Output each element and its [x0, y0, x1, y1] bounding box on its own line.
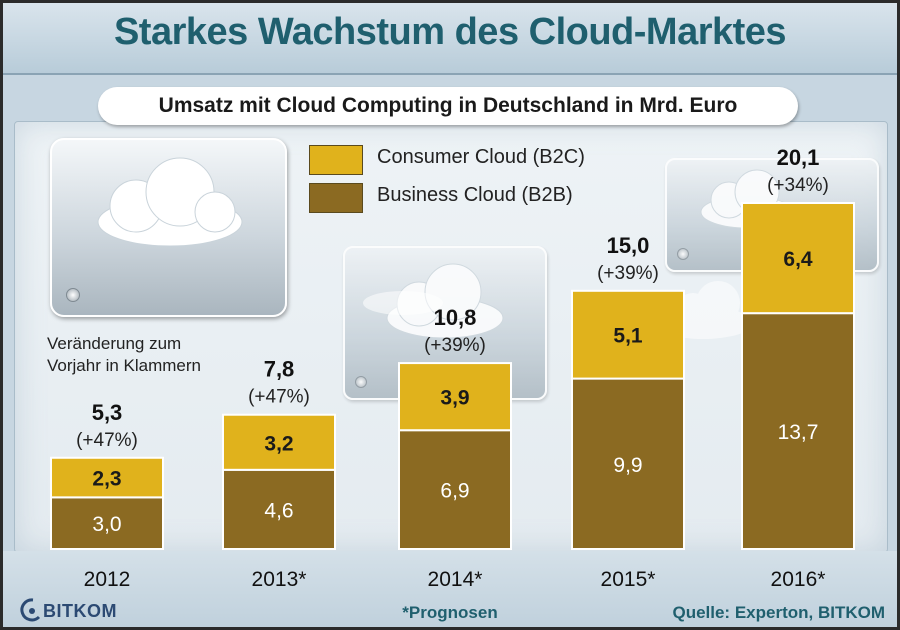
title-band: Starkes Wachstum des Cloud-Marktes — [3, 3, 897, 75]
legend-swatch-consumer — [309, 145, 363, 175]
chart-subtitle: Umsatz mit Cloud Computing in Deutschlan… — [158, 94, 738, 117]
data-label-business: 4,6 — [264, 499, 293, 522]
bar-segment-business — [741, 312, 855, 550]
x-tick-label: 2012 — [84, 568, 131, 591]
bar-segment-consumer — [571, 289, 685, 380]
data-label-consumer: 3,9 — [440, 387, 469, 410]
legend-item-business: Business Cloud (B2B) — [309, 183, 629, 213]
bar-segment-consumer — [222, 413, 336, 471]
legend-item-consumer: Consumer Cloud (B2C) — [309, 145, 629, 175]
total-label: 10,8 — [434, 305, 477, 330]
data-label-business: 9,9 — [613, 454, 642, 477]
data-label-business: 13,7 — [778, 421, 819, 444]
change-label: (+34%) — [767, 175, 829, 196]
data-label-consumer: 3,2 — [264, 432, 293, 455]
x-tick-label: 2014* — [428, 568, 483, 591]
change-note: Veränderung zum Vorjahr in Klammern — [47, 333, 201, 377]
tile-dot-icon — [677, 248, 689, 260]
legend-label-business: Business Cloud (B2B) — [377, 184, 573, 206]
bar-segment-business — [222, 468, 336, 550]
subtitle-box: Umsatz mit Cloud Computing in Deutschlan… — [98, 87, 798, 125]
bar-segment-consumer — [50, 456, 164, 499]
x-axis-band — [3, 551, 897, 627]
data-label-consumer: 5,1 — [613, 325, 643, 348]
change-label: (+39%) — [597, 263, 659, 284]
legend-swatch-business — [309, 183, 363, 213]
x-tick-label: 2015* — [601, 568, 656, 591]
bitkom-logo-mark-icon — [20, 598, 41, 622]
cloud-tile-icon — [50, 138, 287, 317]
bar-segment-consumer — [398, 362, 512, 432]
x-tick-label: 2016* — [771, 568, 826, 591]
bar-segment-business — [571, 377, 685, 550]
tile-dot-icon — [66, 288, 80, 302]
change-label: (+47%) — [248, 387, 310, 408]
change-label: (+47%) — [76, 430, 138, 451]
data-label-business: 6,9 — [440, 480, 469, 503]
bitkom-logo: BITKOM — [17, 597, 127, 627]
change-label: (+39%) — [424, 335, 486, 356]
x-tick-label: 2013* — [252, 568, 307, 591]
change-note-line: Vorjahr in Klammern — [47, 356, 202, 375]
tile-dot-icon — [355, 376, 367, 388]
logo-text: BITKOM — [43, 601, 117, 621]
cloud-icon — [97, 157, 243, 247]
data-label-consumer: 6,4 — [783, 248, 813, 271]
source-note: Quelle: Experton, BITKOM — [672, 603, 885, 622]
total-label: 5,3 — [92, 400, 123, 425]
total-label: 15,0 — [607, 233, 650, 258]
change-note-line: Veränderung zum — [47, 334, 182, 353]
bar-chart: 3,0 2,3 5,3 (+47%) 2012 4,6 3,2 7,8 (+47%) 2013* 6… — [50, 145, 855, 591]
data-label-business: 3,0 — [92, 513, 121, 536]
legend-label-consumer: Consumer Cloud (B2C) — [377, 146, 585, 168]
main-title: Starkes Wachstum des Cloud-Marktes — [113, 11, 787, 53]
data-label-consumer: 2,3 — [92, 468, 121, 491]
total-label: 7,8 — [264, 357, 295, 382]
footnote: *Prognosen — [402, 603, 498, 622]
bar-segment-consumer — [741, 202, 855, 315]
total-label: 20,1 — [777, 145, 820, 170]
